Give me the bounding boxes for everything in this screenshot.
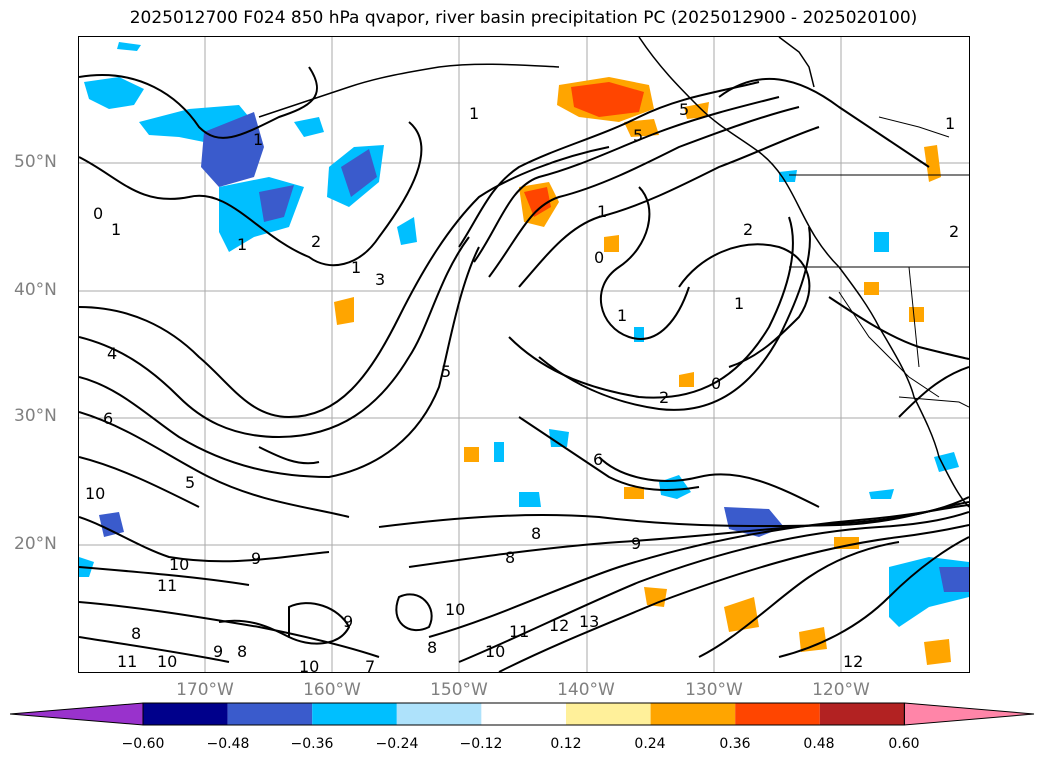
colorbar-segment bbox=[481, 703, 566, 725]
lon-label-120w: 120°W bbox=[812, 680, 870, 700]
contour-label: 12 bbox=[843, 652, 863, 671]
graticule bbox=[79, 37, 969, 672]
contour-label: 5 bbox=[441, 362, 451, 381]
colorbar-outline bbox=[142, 702, 905, 726]
lon-label-130w: 130°W bbox=[685, 680, 743, 700]
colorbar-segment bbox=[819, 703, 905, 725]
colorbar-segment bbox=[143, 703, 228, 725]
colorbar-tick: 0.24 bbox=[634, 736, 666, 752]
contour-label: 1 bbox=[945, 114, 955, 133]
contour-label: 10 bbox=[169, 555, 189, 574]
lon-label-170w: 170°W bbox=[176, 680, 234, 700]
contour-label: 0 bbox=[711, 374, 721, 393]
contour-label: 10 bbox=[157, 652, 177, 671]
contour-label: 4 bbox=[107, 344, 117, 363]
colorbar-segment bbox=[735, 703, 820, 725]
colorbar-tick: 0.48 bbox=[803, 736, 835, 752]
political-borders bbox=[789, 116, 969, 408]
contour-label: 1 bbox=[237, 235, 247, 254]
contour-label: 8 bbox=[131, 624, 141, 643]
contour-label: 10 bbox=[485, 642, 505, 661]
contour-label: 1 bbox=[111, 220, 121, 239]
contour-label: 1 bbox=[597, 202, 607, 221]
contour-label: 6 bbox=[593, 450, 603, 469]
contour-label: 0 bbox=[93, 204, 103, 223]
contour-label: 5 bbox=[185, 473, 195, 492]
colorbar-tick: 0.12 bbox=[550, 736, 582, 752]
contour-label: 8 bbox=[505, 548, 515, 567]
plot-title: 2025012700 F024 850 hPa qvapor, river ba… bbox=[129, 8, 918, 28]
contour-label: 1 bbox=[617, 306, 627, 325]
colorbar-tick: 0.36 bbox=[719, 736, 751, 752]
contour-label: 10 bbox=[299, 657, 319, 672]
contour-label: 1 bbox=[351, 258, 361, 277]
contour-label: 5 bbox=[679, 100, 689, 119]
lat-label-40n: 40°N bbox=[14, 280, 57, 300]
contour-label: 8 bbox=[427, 638, 437, 657]
contour-label: 11 bbox=[509, 622, 529, 641]
contour-label: 8 bbox=[531, 524, 541, 543]
colorbar-segment bbox=[566, 703, 651, 725]
lat-label-30n: 30°N bbox=[14, 406, 57, 426]
contour-label: 0 bbox=[594, 248, 604, 267]
colorbar-segment bbox=[396, 703, 482, 725]
colorbar-tick: −0.12 bbox=[459, 736, 503, 752]
colorbar bbox=[9, 702, 1036, 732]
contour-label: 5 bbox=[633, 126, 643, 145]
positive-anomaly-patches bbox=[334, 77, 951, 665]
map-canvas: 1 1 0 1 1 2 1 3 5 5 1 0 2 1 1 0 2 5 4 6 … bbox=[79, 37, 969, 672]
contour-label: 6 bbox=[103, 409, 113, 428]
contour-label: 2 bbox=[949, 222, 959, 241]
contour-label: 11 bbox=[117, 652, 137, 671]
colorbar-tick: −0.36 bbox=[290, 736, 334, 752]
lon-label-150w: 150°W bbox=[430, 680, 488, 700]
colorbar-segment bbox=[227, 703, 313, 725]
contour-label: 10 bbox=[85, 484, 105, 503]
humidity-contours bbox=[79, 66, 969, 672]
contour-label: 8 bbox=[237, 642, 247, 661]
contour-label: 2 bbox=[311, 232, 321, 251]
contour-label: 1 bbox=[469, 104, 479, 123]
contour-label: 7 bbox=[365, 657, 375, 672]
contour-label: 13 bbox=[579, 612, 599, 631]
contour-label: 9 bbox=[251, 549, 261, 568]
colorbar-tick: −0.48 bbox=[206, 736, 250, 752]
contour-label: 9 bbox=[343, 612, 353, 631]
colorbar-extend-high bbox=[903, 702, 1035, 726]
colorbar-extend-low bbox=[9, 702, 144, 726]
colorbar-tick: 0.60 bbox=[888, 736, 920, 752]
contour-label: 2 bbox=[659, 388, 669, 407]
contour-label: 9 bbox=[213, 642, 223, 661]
lat-label-20n: 20°N bbox=[14, 534, 57, 554]
contour-value-labels: 1 1 0 1 1 2 1 3 5 5 1 0 2 1 1 0 2 5 4 6 … bbox=[85, 100, 959, 672]
lon-label-160w: 160°W bbox=[303, 680, 361, 700]
colorbar-tick: −0.60 bbox=[121, 736, 165, 752]
contour-label: 1 bbox=[253, 130, 263, 149]
contour-label: 2 bbox=[743, 220, 753, 239]
contour-label: 10 bbox=[445, 600, 465, 619]
colorbar-segment bbox=[650, 703, 736, 725]
colorbar-segment bbox=[312, 703, 397, 725]
colorbar-tick: −0.24 bbox=[375, 736, 419, 752]
contour-label: 12 bbox=[549, 616, 569, 635]
colorbar-svg bbox=[9, 702, 1035, 726]
lat-label-50n: 50°N bbox=[14, 152, 57, 172]
contour-label: 9 bbox=[631, 534, 641, 553]
contour-label: 11 bbox=[157, 576, 177, 595]
contour-label: 1 bbox=[734, 294, 744, 313]
map-panel: 1 1 0 1 1 2 1 3 5 5 1 0 2 1 1 0 2 5 4 6 … bbox=[78, 36, 970, 673]
lon-label-140w: 140°W bbox=[557, 680, 615, 700]
contour-label: 3 bbox=[375, 270, 385, 289]
